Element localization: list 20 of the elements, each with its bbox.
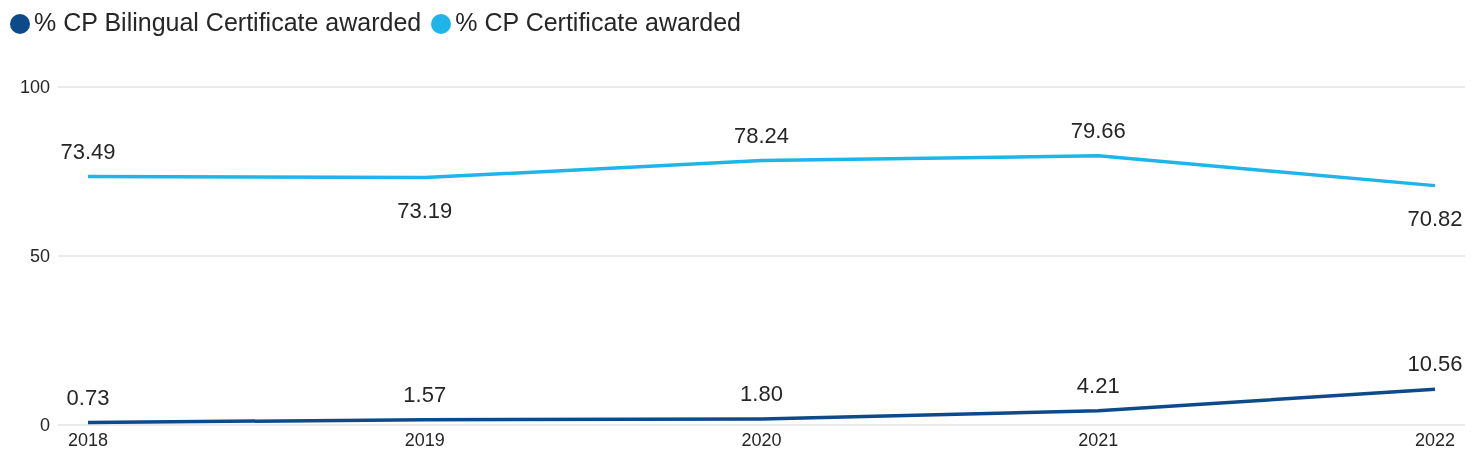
x-tick-label: 2021 (1078, 429, 1119, 450)
legend-label: % CP Certificate awarded (455, 8, 742, 36)
data-label: 0.73 (66, 384, 110, 410)
data-label: 73.49 (60, 138, 116, 164)
y-tick-label: 0 (39, 415, 50, 436)
x-tick-label: 2020 (741, 429, 782, 450)
data-label: 73.19 (397, 197, 453, 223)
legend-label: % CP Bilingual Certificate awarded (34, 8, 422, 36)
y-tick-label: 50 (29, 246, 50, 267)
data-label: 10.56 (1407, 351, 1463, 377)
x-tick-label: 2018 (67, 429, 109, 450)
y-tick-label: 100 (19, 77, 50, 98)
data-label: 1.57 (403, 381, 447, 407)
data-label: 70.82 (1407, 205, 1463, 231)
data-label: 1.80 (740, 380, 783, 406)
data-label: 4.21 (1076, 372, 1120, 398)
x-tick-label: 2019 (404, 429, 445, 450)
x-tick-label: 2022 (1414, 429, 1456, 450)
data-label: 78.24 (733, 122, 790, 148)
data-label: 79.66 (1070, 117, 1126, 143)
